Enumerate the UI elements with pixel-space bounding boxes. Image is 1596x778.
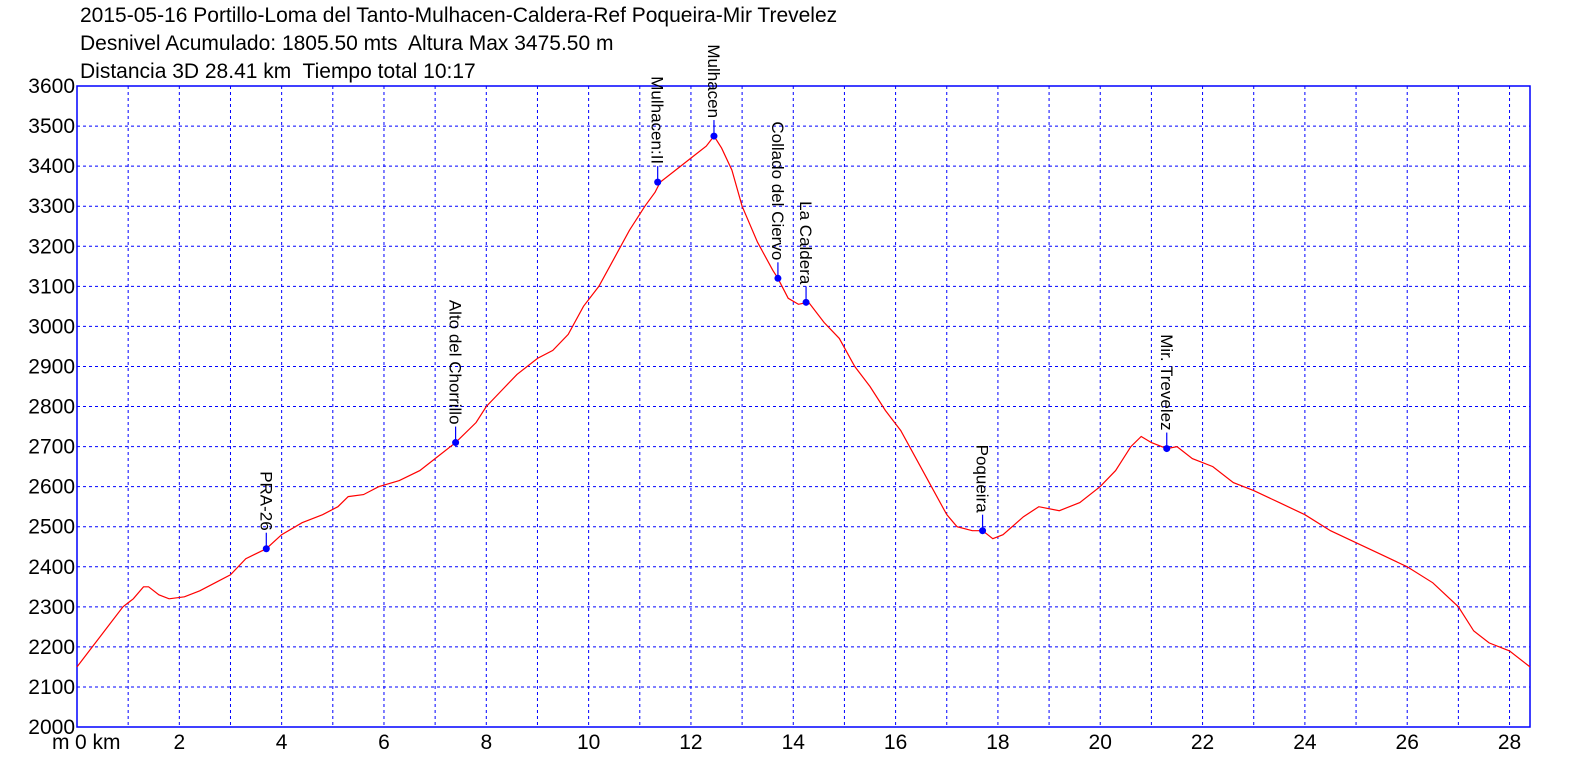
x-tick-label: 14 <box>782 731 806 754</box>
chart-title-block: 2015-05-16 Portillo-Loma del Tanto-Mulha… <box>80 2 837 86</box>
elevation-gain-summary: Desnivel Acumulado: 1805.50 mts Altura M… <box>80 32 614 55</box>
y-tick-label: 3300 <box>28 195 75 218</box>
waypoint-marker <box>262 545 270 553</box>
waypoint-label: Mulhacen <box>704 44 723 118</box>
x-tick-label: 20 <box>1089 731 1112 754</box>
waypoint: Mir. Trevelez <box>1157 334 1176 453</box>
y-tick-label: 3600 <box>28 75 75 98</box>
waypoint: Mulhacen <box>704 44 723 140</box>
waypoint: La Caldera <box>796 201 815 306</box>
x-tick-label: 4 <box>276 731 288 754</box>
x-tick-label: 16 <box>884 731 907 754</box>
plot-frame <box>76 85 1531 728</box>
y-tick-label: 2100 <box>28 676 75 699</box>
waypoint-marker <box>654 178 662 186</box>
y-tick-label: 3500 <box>28 115 75 138</box>
x-tick-label: 22 <box>1191 731 1214 754</box>
y-axis-ticks: 2000 2100 2200 2300 2400 2500 2600 2700 2800 2900… <box>28 75 75 739</box>
waypoint: Poqueira <box>973 445 992 535</box>
x-tick-label: 2 <box>173 731 185 754</box>
waypoint-marker <box>774 274 782 282</box>
y-tick-label: 2000 <box>28 716 75 739</box>
y-tick-label: 2500 <box>28 516 75 539</box>
waypoint-marker <box>452 439 460 447</box>
y-tick-label: 3400 <box>28 155 75 178</box>
y-tick-label: 3200 <box>28 235 75 258</box>
waypoint: Alto del Chorrillo <box>446 300 465 447</box>
waypoint-label: Mulhacen:II <box>648 76 667 164</box>
y-tick-label: 2400 <box>28 556 75 579</box>
waypoint-label: La Caldera <box>796 201 815 285</box>
x-axis-first-tick-label: 0 km <box>75 731 121 754</box>
x-tick-label: 12 <box>679 731 702 754</box>
x-tick-label: 18 <box>986 731 1009 754</box>
y-tick-label: 3000 <box>28 315 75 338</box>
y-tick-label: 2900 <box>28 355 75 378</box>
x-tick-label: 26 <box>1396 731 1419 754</box>
waypoint-label: Collado del Ciervo <box>768 121 787 260</box>
waypoint-label: Alto del Chorrillo <box>446 300 465 425</box>
waypoints-layer: PRA-26 Alto del Chorrillo Mulhacen:II Mulha… <box>256 44 1176 553</box>
x-axis-unit-label: m <box>52 731 70 754</box>
x-tick-label: 10 <box>577 731 600 754</box>
waypoint-marker <box>802 298 810 306</box>
waypoint-label: Mir. Trevelez <box>1157 334 1176 430</box>
y-tick-label: 2600 <box>28 476 75 499</box>
waypoint-marker <box>710 132 718 140</box>
chart-title: 2015-05-16 Portillo-Loma del Tanto-Mulha… <box>80 4 838 27</box>
y-tick-label: 2700 <box>28 436 75 459</box>
waypoint: PRA-26 <box>256 471 275 553</box>
x-tick-label: 24 <box>1293 731 1317 754</box>
x-tick-label: 6 <box>378 731 390 754</box>
x-tick-label: 8 <box>480 731 492 754</box>
elevation-series-line <box>76 135 1531 668</box>
waypoint-marker <box>979 527 987 535</box>
distance-time-summary: Distancia 3D 28.41 km Tiempo total 10:17 <box>80 60 476 83</box>
waypoint: Mulhacen:II <box>648 76 667 186</box>
x-axis-ticks: 2 4 6 8 10 12 14 16 18 20 22 24 26 28 <box>173 731 1521 754</box>
grid-lines <box>77 86 1530 727</box>
waypoint-label: PRA-26 <box>256 471 275 531</box>
waypoint: Collado del Ciervo <box>768 121 787 282</box>
waypoint-marker <box>1163 445 1171 453</box>
x-tick-label: 28 <box>1498 731 1521 754</box>
waypoint-label: Poqueira <box>973 445 992 514</box>
y-tick-label: 2200 <box>28 636 75 659</box>
y-tick-label: 3100 <box>28 275 75 298</box>
y-tick-label: 2800 <box>28 396 75 419</box>
y-tick-label: 2300 <box>28 596 75 619</box>
